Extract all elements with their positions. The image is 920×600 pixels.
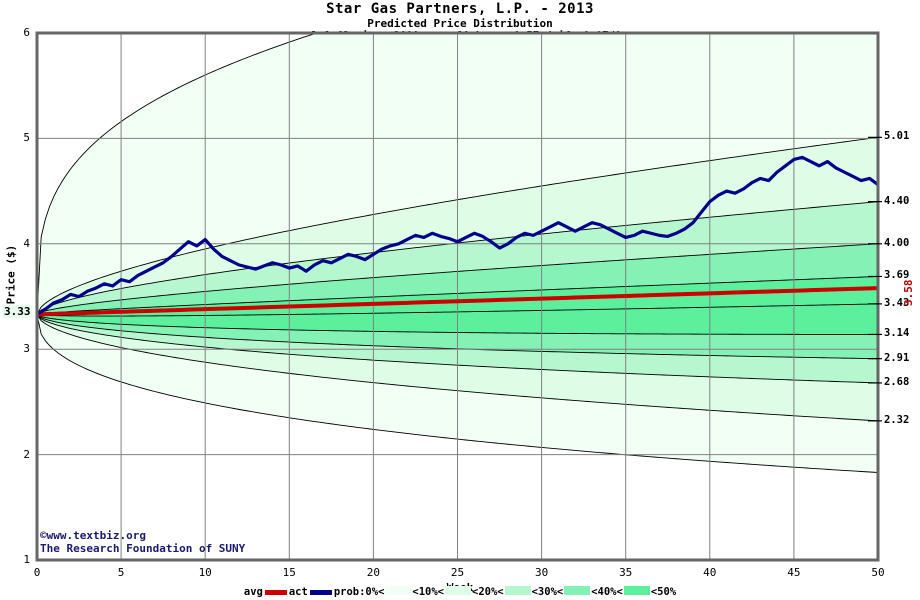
x-axis-tick: 25 xyxy=(450,566,465,579)
y-axis-tick: 6 xyxy=(23,26,30,39)
x-axis-tick: 10 xyxy=(198,566,212,579)
watermark: ©www.textbiz.org The Research Foundation… xyxy=(40,529,246,555)
legend-act: act xyxy=(289,586,334,598)
x-axis-tick: 5 xyxy=(117,566,125,579)
y-axis-tick: 1 xyxy=(23,553,30,566)
right-value-label: 3.43 xyxy=(884,296,910,309)
legend-band-swatch xyxy=(564,586,591,595)
x-axis-tick: 40 xyxy=(703,566,717,579)
right-value-label: 3.69 xyxy=(884,269,910,282)
right-value-label: 2.91 xyxy=(884,351,910,364)
right-value-label: 4.40 xyxy=(884,194,910,207)
x-axis-tick: 30 xyxy=(534,566,549,579)
legend-band-swatch xyxy=(445,586,471,595)
legend-prob-label: prob:0%< xyxy=(333,586,385,598)
legend-band-label: <20%< xyxy=(472,586,504,598)
legend-band-label: <10%< xyxy=(412,586,444,598)
legend-act-line-swatch xyxy=(309,589,332,595)
legend-avg-line-swatch xyxy=(264,589,287,595)
y-axis-label: Price ($) xyxy=(4,244,18,305)
x-axis-tick: 50 xyxy=(871,566,885,579)
start-price-label: 3.33 xyxy=(3,305,32,319)
y-axis-tick: 4 xyxy=(23,236,30,250)
y-axis-tick: 5 xyxy=(23,131,30,145)
right-value-label: 5.01 xyxy=(884,130,910,143)
x-axis-tick: 0 xyxy=(33,566,41,579)
x-axis-tick: 45 xyxy=(787,566,801,579)
y-axis-tick: 2 xyxy=(23,447,30,461)
right-value-label: 4.00 xyxy=(884,236,910,249)
legend-band-label: <30%< xyxy=(531,586,564,598)
end-price-label: 3.58 xyxy=(902,279,915,307)
right-value-label: 3.14 xyxy=(884,327,910,340)
chart-legend: avg act prob:0%< <10%< <20%< <30%< <40%< <50… xyxy=(0,586,920,598)
right-value-label: 2.32 xyxy=(884,413,910,426)
legend-avg-label: avg xyxy=(243,586,263,598)
legend-band-label: <50% xyxy=(650,586,677,598)
legend-band-label: <40%< xyxy=(591,586,623,598)
chart-subtitle: Predicted Price Distribution xyxy=(367,17,553,30)
legend-prob: prob:0%< xyxy=(334,586,385,598)
right-value-label: 2.68 xyxy=(884,375,910,388)
legend-avg: avg xyxy=(244,586,289,598)
legend-act-label: act xyxy=(288,586,308,598)
x-axis-tick: 20 xyxy=(366,566,381,579)
x-axis-tick: 15 xyxy=(282,566,296,579)
legend-band-swatch xyxy=(623,586,650,595)
y-axis-tick: 3 xyxy=(23,342,30,356)
x-axis-tick: 35 xyxy=(619,566,633,579)
legend-band-swatch xyxy=(385,586,412,595)
page-title: Star Gas Partners, L.P. - 2013 xyxy=(326,1,594,17)
legend-probability-bands: <10%< <20%< <30%< <40%< <50% xyxy=(384,586,676,598)
legend-band-swatch xyxy=(504,586,531,595)
